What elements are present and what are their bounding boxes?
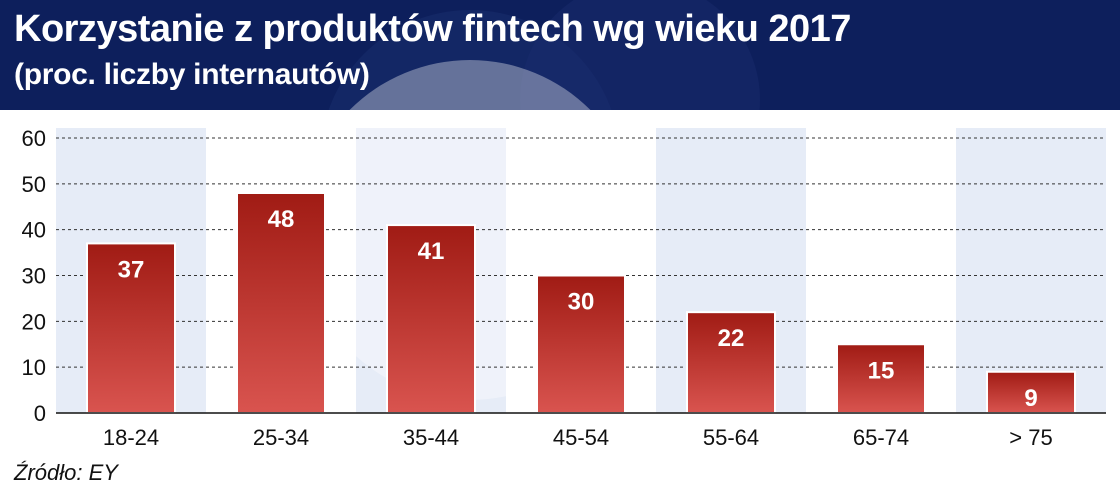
y-tick-label: 0 [34, 401, 46, 426]
bar-value-label: 22 [718, 325, 745, 352]
background-band [956, 128, 1106, 413]
bar-value-label: 30 [568, 289, 595, 316]
bar-value-label: 37 [118, 256, 145, 283]
x-tick-label: 55-64 [703, 425, 759, 450]
y-tick-label: 30 [22, 264, 46, 289]
chart-subtitle: (proc. liczby internautów) [14, 58, 370, 91]
x-tick-label: 45-54 [553, 425, 609, 450]
bar [86, 242, 176, 414]
source-note: Źródło: EY [14, 460, 118, 485]
bar [986, 370, 1076, 414]
y-tick-label: 40 [22, 218, 46, 243]
bars: 37 48 41 30 22 15 9 [86, 192, 1076, 414]
chart-title: Korzystanie z produktów fintech wg wieku… [14, 8, 851, 50]
y-tick-label: 10 [22, 355, 46, 380]
header-watermark [328, 0, 760, 110]
x-axis-ticks: 18-24 25-34 35-44 45-54 55-64 65-74 > 75 [103, 425, 1053, 450]
bar-value-label: 9 [1024, 385, 1037, 412]
bar-value-label: 15 [868, 357, 895, 384]
x-tick-label: 18-24 [103, 425, 159, 450]
x-tick-label: > 75 [1009, 425, 1052, 450]
bar-value-label: 41 [418, 238, 445, 265]
y-tick-label: 20 [22, 309, 46, 334]
chart-header: Korzystanie z produktów fintech wg wieku… [0, 0, 1120, 110]
x-tick-label: 65-74 [853, 425, 909, 450]
bar [236, 192, 326, 414]
x-tick-label: 25-34 [253, 425, 309, 450]
y-tick-label: 60 [22, 126, 46, 151]
bar [686, 311, 776, 414]
bar [836, 343, 926, 414]
x-tick-label: 35-44 [403, 425, 459, 450]
y-axis-ticks: 0 10 20 30 40 50 60 [22, 126, 46, 426]
y-tick-label: 50 [22, 172, 46, 197]
bar-value-label: 48 [268, 206, 295, 233]
bar [386, 224, 476, 414]
